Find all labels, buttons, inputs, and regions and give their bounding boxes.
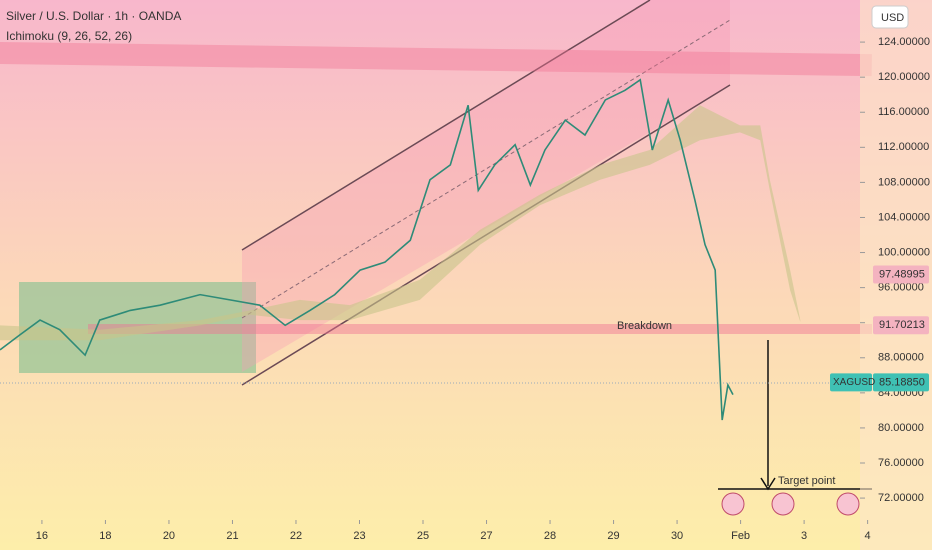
- y-tick-label: 124.00000: [878, 36, 930, 48]
- channel-mid: [241, 19, 731, 319]
- symbol-label: XAGUSD: [833, 377, 875, 388]
- y-tick-label: 72.00000: [878, 492, 924, 504]
- price-label-box: [873, 373, 929, 392]
- chart-title: Silver / U.S. Dollar · 1h · OANDA: [6, 9, 181, 23]
- y-tick-label: 80.00000: [878, 422, 924, 434]
- event-icons: [721, 492, 860, 516]
- price-label-box: [873, 265, 929, 284]
- channel-fill: [242, 0, 730, 372]
- event-icon[interactable]: [771, 492, 795, 516]
- y-tick-label: 112.00000: [878, 141, 929, 153]
- currency: USD: [881, 12, 904, 24]
- x-tick-label: 23: [353, 530, 365, 542]
- chart-subtitle: Ichimoku (9, 26, 52, 26): [6, 29, 132, 43]
- y-tick-label: 96.00000: [878, 282, 924, 294]
- y-tick-label: 100.00000: [878, 246, 930, 258]
- y-tick-label: 120.00000: [878, 71, 930, 83]
- y-tick-label: 116.00000: [878, 106, 929, 118]
- x-tick-label: 18: [99, 530, 111, 542]
- x-tick-label: 27: [480, 530, 492, 542]
- x-tick-label: 3: [801, 530, 807, 542]
- x-tick-label: 22: [290, 530, 302, 542]
- x-tick-label: 28: [544, 530, 556, 542]
- price-label: 97.48995: [879, 268, 925, 280]
- arrow-head: [760, 477, 776, 491]
- x-tick-label: 16: [36, 530, 48, 542]
- currency-box: [871, 5, 909, 29]
- price-line: [0, 78, 734, 421]
- plot: [0, 78, 801, 421]
- annotation: Target point: [778, 475, 835, 487]
- breakdown-zone: [88, 324, 872, 334]
- x-tick-label: 21: [226, 530, 238, 542]
- price-label: 91.70213: [879, 319, 925, 331]
- x-tick-label: 30: [671, 530, 683, 542]
- y-tick-label: 104.00000: [878, 211, 930, 223]
- annotation: Breakdown: [617, 320, 672, 332]
- x-tick-label: 20: [163, 530, 175, 542]
- channel-upper: [241, 0, 651, 251]
- y-tick-label: 88.00000: [878, 352, 924, 364]
- x-tick-label: 25: [417, 530, 429, 542]
- symbol-box: [830, 373, 872, 392]
- price-label: 85.18850: [879, 376, 925, 388]
- x-tick-label: 4: [865, 530, 871, 542]
- event-icon[interactable]: [721, 492, 745, 516]
- resistance-zone: [0, 42, 872, 77]
- x-tick-label: 29: [607, 530, 619, 542]
- ichimoku-cloud: [0, 105, 801, 341]
- y-tick-label: 108.00000: [878, 176, 930, 188]
- price-label-box: [873, 316, 929, 335]
- y-tick-label: 76.00000: [878, 457, 924, 469]
- event-icon[interactable]: [836, 492, 860, 516]
- x-tick-label: Feb: [731, 530, 750, 542]
